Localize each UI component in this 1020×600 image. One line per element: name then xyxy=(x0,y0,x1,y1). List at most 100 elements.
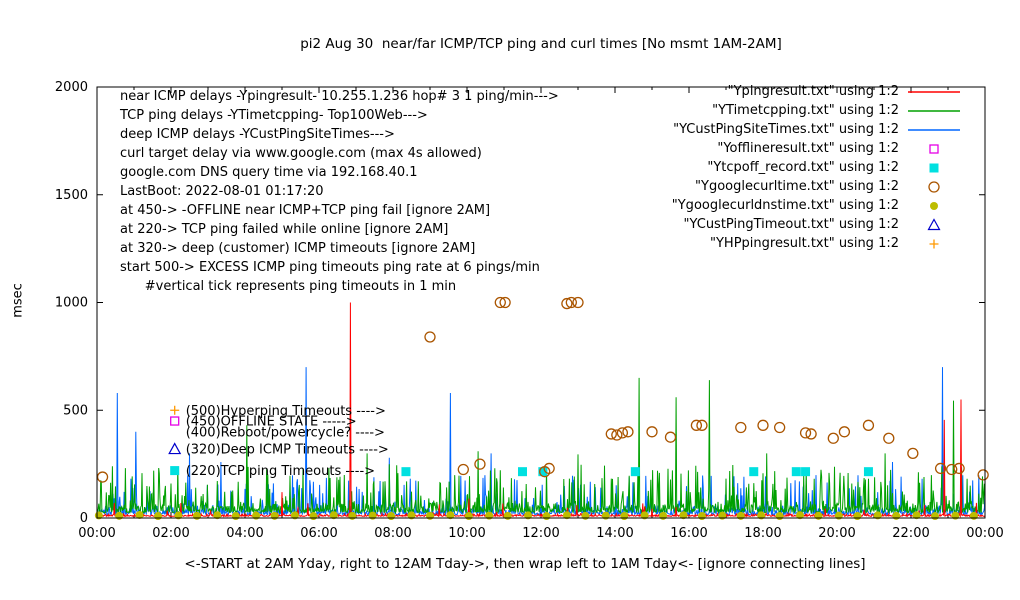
filled-circle-marker xyxy=(736,511,745,520)
legend-entry: "Ytcpoff_record.txt" using 1:2 xyxy=(672,158,965,177)
open-circle-marker xyxy=(96,471,109,483)
open-circle-marker xyxy=(690,419,703,431)
open-circle-marker xyxy=(499,296,511,309)
open-circle-marker xyxy=(696,419,708,431)
filled-square-marker xyxy=(801,467,811,477)
x-tick-label: 14:00 xyxy=(596,526,633,541)
filled-circle-marker xyxy=(387,512,396,521)
legend-entry: "Ygooglecurldnstime.txt" using 1:2 xyxy=(672,196,965,215)
filled-circle-marker xyxy=(542,512,551,521)
legend-sample xyxy=(908,90,960,93)
chart-title: pi2 Aug 30 near/far ICMP/TCP ping and cu… xyxy=(300,36,782,52)
filled-circle-marker xyxy=(270,511,279,520)
info-line: start 500-> EXCESS ICMP ping timeouts pi… xyxy=(120,260,540,275)
filled-circle-marker xyxy=(679,511,688,520)
info-line: at 320-> deep (customer) ICMP timeouts [… xyxy=(120,241,476,256)
x-tick-label: 16:00 xyxy=(670,526,707,541)
filled-circle-marker xyxy=(912,511,921,520)
filled-circle-marker xyxy=(329,511,338,520)
x-tick-label: 22:00 xyxy=(892,526,929,541)
filled-square-marker xyxy=(929,163,939,172)
filled-circle-marker xyxy=(775,512,784,521)
open-circle-marker xyxy=(474,458,486,470)
open-circle-marker xyxy=(799,427,812,439)
open-circle-marker xyxy=(774,421,786,434)
filled-square-marker xyxy=(630,467,640,477)
x-tick-label: 20:00 xyxy=(818,526,855,541)
info-line: deep ICMP delays -YCustPingSiteTimes---> xyxy=(120,127,395,142)
filled-circle-marker xyxy=(213,511,222,520)
info-line: at 220-> TCP ping failed while online [i… xyxy=(120,222,449,237)
filled-circle-marker xyxy=(757,511,766,520)
filled-circle-marker xyxy=(581,511,590,520)
open-circle-marker xyxy=(622,426,634,438)
open-circle-marker xyxy=(838,426,851,438)
open-circle-marker xyxy=(561,297,573,310)
legend: "Ypingresult.txt" using 1:2 "YTimetcpping… xyxy=(672,82,965,253)
filled-circle-marker xyxy=(446,511,455,520)
x-tick-label: 12:00 xyxy=(522,526,559,541)
filled-circle-marker xyxy=(620,512,629,521)
filled-square-marker xyxy=(749,467,759,477)
filled-circle-marker xyxy=(892,511,901,520)
legend-label: "Yofflineresult.txt" using 1:2 xyxy=(717,141,899,156)
legend-sample xyxy=(908,109,960,112)
open-circle-marker xyxy=(977,469,989,481)
annotation-text: (320)Deep ICMP Timeouts ----> xyxy=(186,443,389,458)
x-tick-label: 08:00 xyxy=(374,526,411,541)
legend-entry: "Ygooglecurltime.txt" using 1:2 xyxy=(672,177,965,196)
filled-circle-marker xyxy=(174,511,183,520)
open-circle-marker xyxy=(424,331,436,343)
y-tick-label: 1500 xyxy=(55,188,88,203)
legend-label: "YHPpingresult.txt" using 1:2 xyxy=(710,236,899,251)
legend-entry: "YCustPingSiteTimes.txt" using 1:2 xyxy=(672,120,965,139)
info-line: near ICMP delays -Ypingresult- 10.255.1.… xyxy=(120,89,559,104)
filled-circle-marker xyxy=(231,512,240,521)
plus-marker xyxy=(929,239,939,248)
legend-sample xyxy=(927,217,941,230)
open-circle-marker xyxy=(611,429,623,441)
filled-square-marker xyxy=(538,467,548,477)
legend-entry: "Ypingresult.txt" using 1:2 xyxy=(672,82,965,101)
open-circle-marker xyxy=(616,427,629,439)
legend-entry: "YHPpingresult.txt" using 1:2 xyxy=(672,234,965,253)
open-circle-marker xyxy=(565,296,577,309)
open-circle-marker xyxy=(827,432,839,444)
y-tick-label: 0 xyxy=(80,511,88,526)
annotation-text: (400)Reboot/powercycle? ----> xyxy=(186,425,385,440)
filled-circle-marker xyxy=(659,511,668,520)
filled-circle-marker xyxy=(503,511,512,520)
open-circle-marker xyxy=(757,419,769,431)
open-triangle-marker xyxy=(168,442,182,455)
plus-marker xyxy=(170,405,180,415)
filled-circle-marker xyxy=(796,511,804,520)
filled-circle-marker xyxy=(814,511,823,520)
x-tick-label: 04:00 xyxy=(226,526,263,541)
x-tick-label: 10:00 xyxy=(448,526,485,541)
info-line: TCP ping delays -YTimetcpping- Top100Web… xyxy=(120,108,428,123)
filled-circle-marker xyxy=(426,511,434,520)
filled-circle-marker xyxy=(290,511,299,520)
legend-label: "Ypingresult.txt" using 1:2 xyxy=(727,84,899,99)
legend-label: "YCustPingTimeout.txt" using 1:2 xyxy=(683,217,899,232)
legend-label: "Ygooglecurltime.txt" using 1:2 xyxy=(695,179,899,194)
filled-circle-marker xyxy=(348,511,357,520)
open-circle-marker xyxy=(494,296,506,309)
filled-circle-marker xyxy=(115,511,124,520)
legend-label: "YTimetcpping.txt" using 1:2 xyxy=(712,103,899,118)
open-circle-marker xyxy=(928,180,940,193)
open-circle-marker xyxy=(572,296,584,309)
filled-circle-marker xyxy=(853,512,862,521)
info-line: at 450-> -OFFLINE near ICMP+TCP ping fai… xyxy=(120,203,491,218)
open-circle-marker xyxy=(457,463,469,476)
open-circle-marker xyxy=(805,428,817,440)
open-circle-marker xyxy=(862,419,875,431)
filled-circle-marker xyxy=(154,512,163,521)
open-circle-marker xyxy=(646,426,658,438)
open-square-marker xyxy=(929,143,939,154)
open-circle-marker xyxy=(543,462,555,475)
open-circle-marker xyxy=(946,463,958,476)
info-line: curl target delay via www.google.com (ma… xyxy=(120,146,482,161)
filled-square-marker xyxy=(791,467,801,477)
